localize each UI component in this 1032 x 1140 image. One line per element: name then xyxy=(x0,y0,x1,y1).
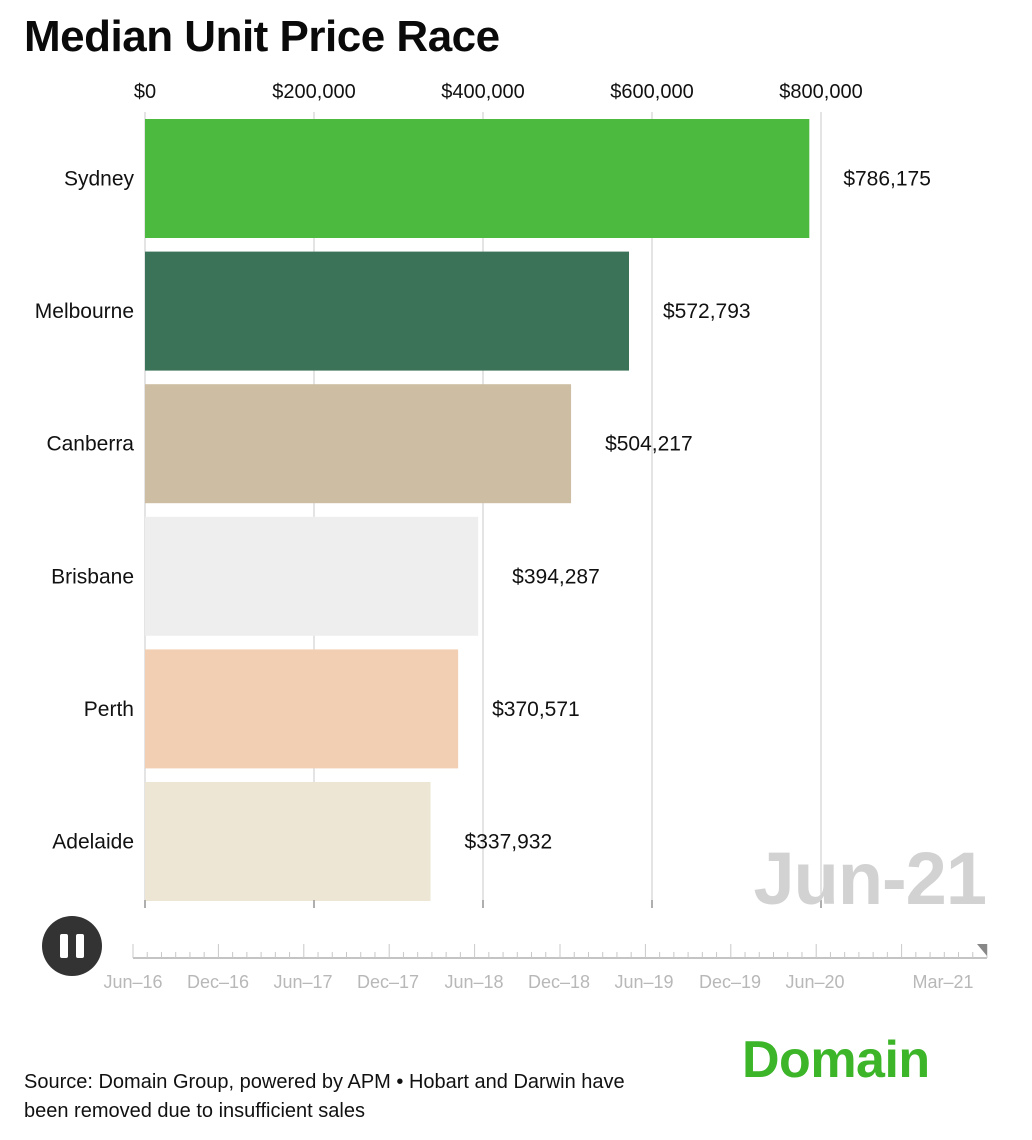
pause-button[interactable] xyxy=(42,916,102,976)
category-label: Canberra xyxy=(46,433,134,456)
category-label: Sydney xyxy=(64,168,135,191)
value-label: $337,932 xyxy=(465,831,553,854)
bar-sydney xyxy=(145,119,810,238)
pause-icon xyxy=(60,934,84,958)
category-label: Adelaide xyxy=(52,831,134,854)
domain-logo: Domain xyxy=(742,1031,930,1089)
timeline-label: Jun–20 xyxy=(785,972,844,992)
timeline-playhead[interactable] xyxy=(977,944,987,956)
bar-adelaide xyxy=(145,782,431,901)
category-label: Brisbane xyxy=(51,565,134,588)
category-labels: Sydney Melbourne Canberra Brisbane Perth Adel… xyxy=(35,168,135,854)
x-tick-label: $0 xyxy=(134,81,156,103)
value-label: $572,793 xyxy=(663,300,751,323)
timeline-label: Jun–17 xyxy=(273,972,332,992)
category-label: Perth xyxy=(84,698,134,721)
gridlines xyxy=(144,112,822,908)
timeline-label: Dec–19 xyxy=(699,972,761,992)
timeline-label: Jun–18 xyxy=(444,972,503,992)
x-axis: $0 $200,000 $400,000 $600,000 $800,000 xyxy=(134,81,863,908)
bar-canberra xyxy=(145,384,572,504)
x-tick-label: $200,000 xyxy=(272,81,355,103)
bars xyxy=(145,119,810,901)
timeline-label: Jun–16 xyxy=(103,972,162,992)
pause-icon-bar xyxy=(60,934,68,958)
timeline-label: Mar–21 xyxy=(912,972,973,992)
bar-brisbane xyxy=(145,516,479,636)
value-labels: $786,175 $572,793 $504,217 $394,287 $370,571… xyxy=(465,168,931,854)
value-label: $394,287 xyxy=(512,565,600,588)
pause-icon-bar xyxy=(76,934,84,958)
value-label: $504,217 xyxy=(605,433,693,456)
bar-perth xyxy=(145,649,459,769)
x-tick-label: $800,000 xyxy=(779,81,862,103)
timeline-label: Dec–18 xyxy=(528,972,590,992)
bar-chart: $0 $200,000 $400,000 $600,000 $800,000 Sydne… xyxy=(35,81,931,908)
chart-title: Median Unit Price Race xyxy=(24,12,500,61)
value-label: $786,175 xyxy=(843,168,931,191)
timeline-slider[interactable]: Jun–16 Dec–16 Jun–17 Dec–17 Jun–18 Dec–18 Jun–… xyxy=(0,930,1032,1000)
x-tick-label: $600,000 xyxy=(610,81,693,103)
timeline-label: Jun–19 xyxy=(614,972,673,992)
x-tick-label: $400,000 xyxy=(441,81,524,103)
current-period-watermark: Jun-21 xyxy=(753,837,987,920)
source-note: Source: Domain Group, powered by APM • H… xyxy=(24,1071,625,1122)
category-label: Melbourne xyxy=(35,300,134,323)
timeline-label: Dec–16 xyxy=(187,972,249,992)
timeline-label: Dec–17 xyxy=(357,972,419,992)
bar-melbourne xyxy=(145,251,630,371)
value-label: $370,571 xyxy=(492,698,580,721)
